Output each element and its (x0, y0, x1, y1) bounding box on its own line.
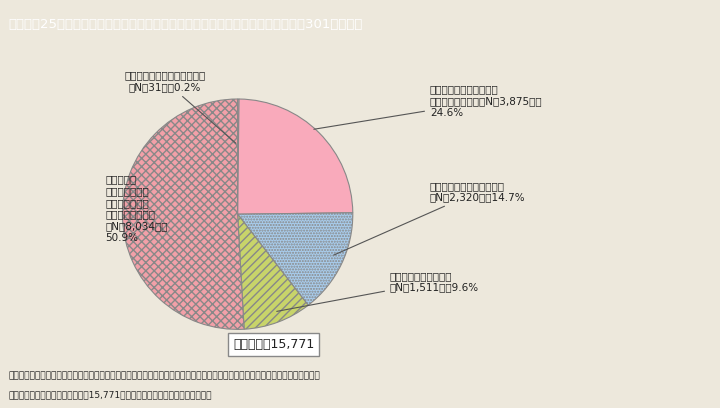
Wedge shape (238, 213, 353, 305)
Text: 「情報の公表」のみ，
（N＝1,511），9.6%: 「情報の公表」のみ， （N＝1,511），9.6% (276, 271, 479, 311)
Text: Ｉ－特－25図　厚生労働省「女性の活躍推進企業データベース」への登録状況（301人以上）: Ｉ－特－25図 厚生労働省「女性の活躍推進企業データベース」への登録状況（301… (9, 18, 363, 31)
Text: 「行動計画の公表」かつ
「情報の公表」，（N＝3,875），
24.6%: 「行動計画の公表」かつ 「情報の公表」，（N＝3,875）， 24.6% (314, 84, 543, 129)
Wedge shape (238, 99, 353, 214)
Wedge shape (238, 214, 308, 329)
Text: 事業主数：15,771: 事業主数：15,771 (233, 338, 314, 351)
Text: 「行動計画の公表」のみ，
（N＝2,320），14.7%: 「行動計画の公表」のみ， （N＝2,320），14.7% (334, 181, 526, 255)
Text: ２．義務対象事業主数（15,771）に占める事業主の割合と数を示す。: ２．義務対象事業主数（15,771）に占める事業主の割合と数を示す。 (9, 390, 212, 399)
Text: （備考）１．厚生労働省「女性の活躍推進企業データベース」（平成２８年１２月末現在）より内閣府男女共同参画局にて作成。: （備考）１．厚生労働省「女性の活躍推進企業データベース」（平成２８年１２月末現在… (9, 371, 320, 380)
Text: 行動計画を
届け出ているが
データベースに
登録していない，
（N＝8,034），
50.9%: 行動計画を 届け出ているが データベースに 登録していない， （N＝8,034）… (105, 175, 168, 243)
Wedge shape (122, 99, 244, 329)
Wedge shape (238, 99, 239, 214)
Text: 行動計画を届け出ていない，
（N＝31），0.2%: 行動計画を届け出ていない， （N＝31），0.2% (125, 70, 236, 143)
